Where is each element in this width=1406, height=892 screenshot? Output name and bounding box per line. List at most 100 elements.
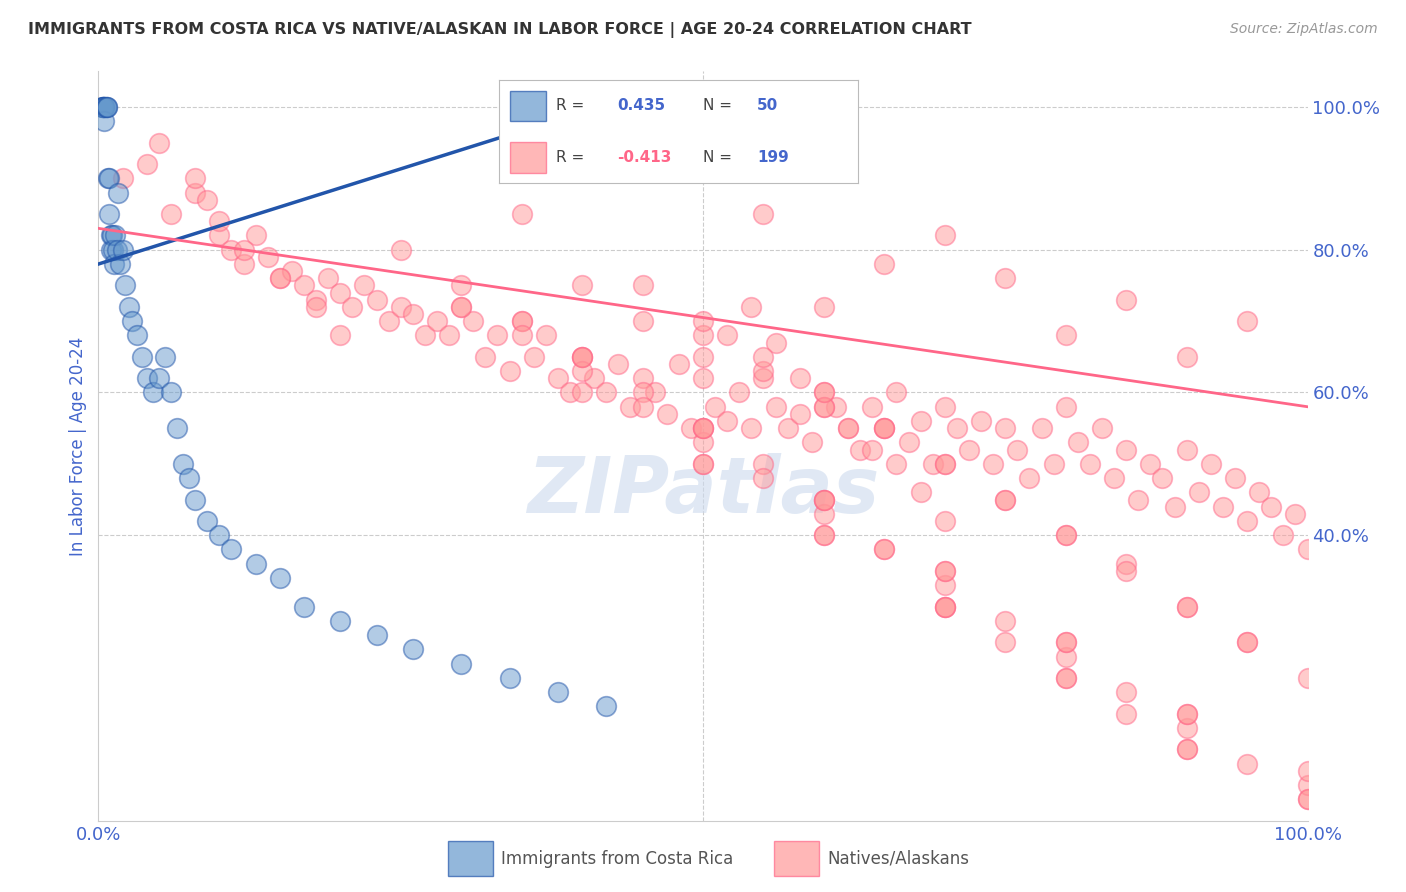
Point (1175, 442, 1198, 457)
Y-axis label: In Labor Force | Age 20-24: In Labor Force | Age 20-24 (69, 336, 87, 556)
Point (897, 435, 920, 450)
Point (631, 314, 654, 328)
Point (957, 442, 980, 457)
Point (1296, 778, 1319, 792)
Point (1163, 500, 1185, 514)
Point (510, 207, 533, 221)
Point (994, 635, 1017, 649)
Point (1175, 599, 1198, 614)
Point (221, 542, 243, 557)
Point (1236, 635, 1258, 649)
Point (981, 457, 1004, 471)
Point (595, 699, 617, 714)
Point (523, 350, 546, 364)
Point (1223, 471, 1246, 485)
Point (752, 364, 775, 378)
Point (1128, 492, 1150, 507)
Point (994, 492, 1017, 507)
Point (402, 307, 425, 321)
Point (1007, 442, 1029, 457)
Point (994, 614, 1017, 628)
Point (93, 100, 115, 114)
Point (873, 542, 896, 557)
Bar (510, 142, 546, 173)
Point (813, 300, 835, 314)
Point (910, 485, 932, 500)
Point (1199, 457, 1222, 471)
Point (221, 243, 243, 257)
Point (1175, 599, 1198, 614)
Point (101, 243, 124, 257)
Text: Immigrants from Costa Rica: Immigrants from Costa Rica (501, 849, 733, 868)
Point (1115, 557, 1137, 571)
Point (934, 400, 956, 414)
Point (256, 250, 278, 264)
Point (873, 421, 896, 435)
Point (1296, 764, 1319, 778)
Point (1260, 500, 1282, 514)
Text: -0.413: -0.413 (617, 150, 672, 165)
Point (1115, 293, 1137, 307)
Point (450, 278, 472, 293)
Bar (449, 841, 494, 876)
Point (860, 400, 883, 414)
Point (413, 328, 436, 343)
Point (93, 114, 115, 128)
Point (486, 328, 509, 343)
Point (571, 350, 593, 364)
Point (716, 328, 738, 343)
Point (1236, 756, 1258, 771)
Point (934, 564, 956, 578)
Point (96, 100, 118, 114)
Point (765, 335, 787, 350)
Text: N =: N = (703, 150, 733, 165)
Point (1296, 542, 1319, 557)
Point (160, 385, 183, 400)
Point (994, 492, 1017, 507)
Point (135, 157, 157, 171)
Point (1054, 671, 1077, 685)
Point (1175, 706, 1198, 721)
Point (232, 243, 254, 257)
Point (813, 385, 835, 400)
Point (886, 457, 908, 471)
Point (1067, 435, 1090, 450)
Point (1296, 792, 1319, 806)
Point (692, 328, 714, 343)
Text: IMMIGRANTS FROM COSTA RICA VS NATIVE/ALASKAN IN LABOR FORCE | AGE 20-24 CORRELAT: IMMIGRANTS FROM COSTA RICA VS NATIVE/ALA… (28, 22, 972, 38)
Point (921, 457, 943, 471)
Point (100, 228, 122, 243)
Point (1175, 721, 1198, 735)
Bar (510, 91, 546, 121)
Text: R =: R = (557, 150, 585, 165)
Point (1296, 792, 1319, 806)
Point (910, 414, 932, 428)
Point (389, 243, 412, 257)
Point (813, 507, 835, 521)
Point (160, 207, 183, 221)
Point (463, 314, 485, 328)
Point (1115, 685, 1137, 699)
Bar (775, 841, 818, 876)
Point (510, 328, 533, 343)
Text: 199: 199 (758, 150, 789, 165)
Point (179, 471, 201, 485)
Point (970, 414, 993, 428)
Point (142, 385, 165, 400)
Point (93, 100, 115, 114)
Point (1115, 706, 1137, 721)
Point (619, 400, 641, 414)
Point (305, 300, 328, 314)
Point (534, 328, 557, 343)
Point (1054, 328, 1077, 343)
Point (100, 228, 122, 243)
Point (571, 278, 593, 293)
Point (172, 457, 194, 471)
Point (631, 278, 654, 293)
Point (607, 357, 630, 371)
Point (1115, 564, 1137, 578)
Point (692, 457, 714, 471)
Point (692, 421, 714, 435)
Point (153, 350, 176, 364)
Point (1102, 471, 1125, 485)
